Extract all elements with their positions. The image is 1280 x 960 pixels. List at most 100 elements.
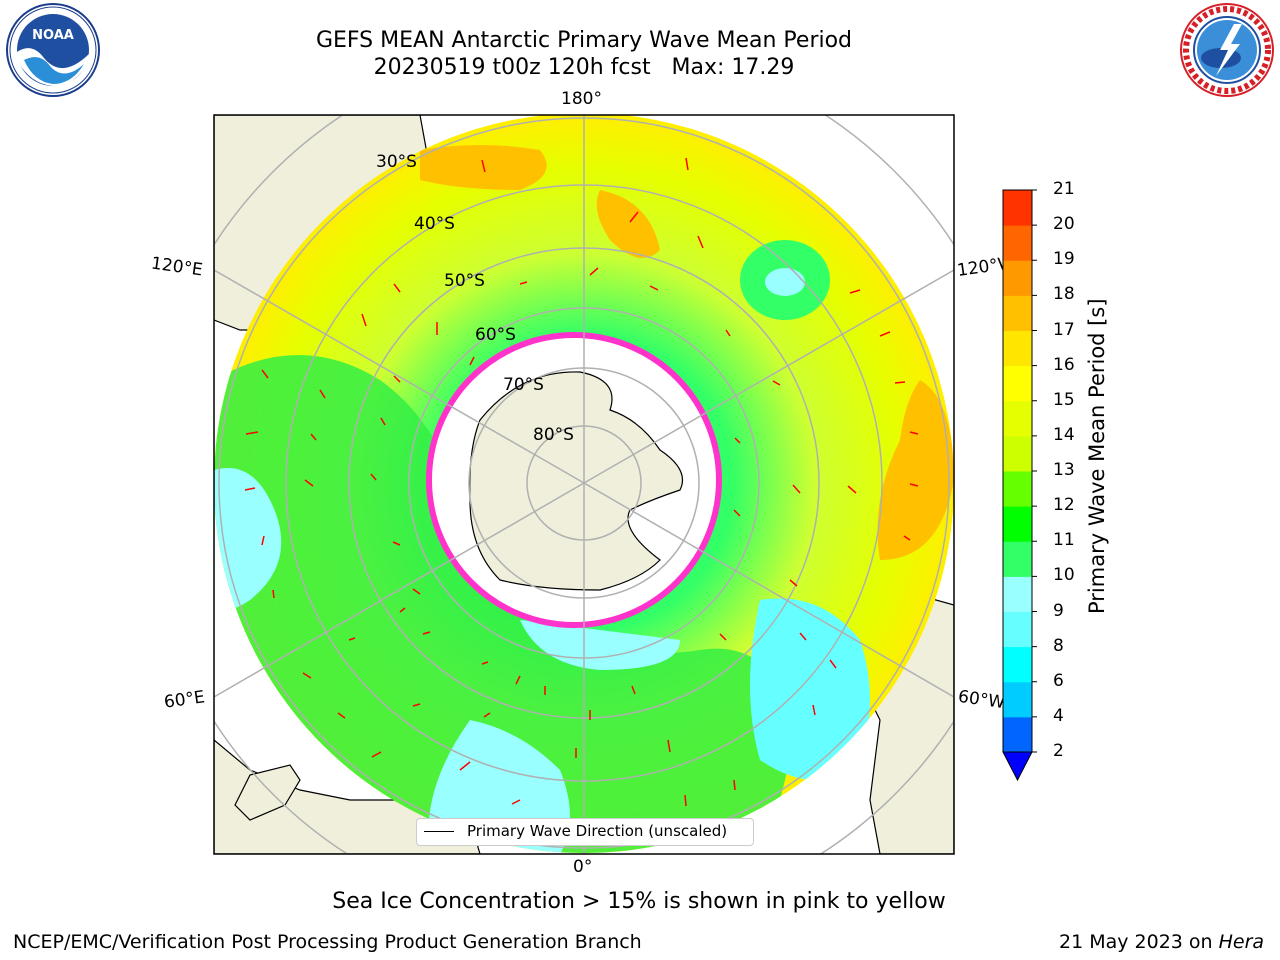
wave-arrow [903, 535, 911, 541]
wave-arrow [483, 712, 491, 718]
colorbar-tick-label: 16 [1053, 354, 1075, 375]
wave-arrow [719, 633, 727, 641]
sea-ice-note: Sea Ice Concentration > 15% is shown in … [332, 889, 946, 914]
wave-arrow [511, 799, 521, 805]
wave-arrow [519, 281, 528, 285]
lat-label-70s: 70°S [503, 375, 544, 395]
colorbar [1002, 189, 1037, 782]
date-label: 21 May 2023 on [1059, 931, 1219, 953]
wave-arrow [348, 637, 356, 641]
cyan-period-patch [765, 268, 805, 296]
wave-arrow [849, 289, 861, 294]
wave-arrow [361, 313, 367, 327]
wave-arrow [244, 487, 256, 491]
wave-arrow [310, 433, 317, 441]
wave-arrow [261, 535, 265, 546]
wave-arrow [629, 211, 639, 223]
wave-arrow [894, 381, 906, 384]
orange-period-patch [877, 380, 954, 560]
wave-arrow [734, 437, 741, 444]
lon-label-180: 180° [561, 89, 602, 109]
credit-text: NCEP/EMC/Verification Post Processing Pr… [13, 931, 642, 953]
wave-arrow [481, 159, 486, 173]
wave-arrow [304, 479, 314, 487]
wave-arrow [667, 739, 671, 753]
colorbar-segment [1003, 471, 1032, 507]
wave-arrow [412, 588, 421, 595]
wave-arrow [812, 704, 816, 716]
colorbar-tick-label: 21 [1053, 179, 1075, 199]
noaa-logo: NOAA [6, 3, 100, 97]
colorbar-tick-label: 13 [1053, 460, 1075, 480]
wave-arrow [393, 375, 401, 383]
colorbar-segment [1003, 506, 1032, 542]
wave-arrow [649, 285, 659, 291]
wave-arrow [772, 380, 781, 386]
wave-arrow [370, 473, 377, 481]
wave-arrow [589, 267, 599, 276]
wave-arrow [725, 329, 731, 337]
colorbar-segment [1003, 190, 1032, 226]
wave-arrow [847, 485, 857, 494]
colorbar-segment [1003, 435, 1032, 472]
wave-arrow [459, 761, 471, 771]
wave-arrow [380, 417, 386, 426]
date-text: 21 May 2023 on Hera [1059, 931, 1264, 953]
wave-arrow [909, 431, 919, 435]
wave-arrow [399, 607, 406, 613]
wave-arrow [261, 369, 269, 379]
wave-arrow [302, 672, 312, 679]
colorbar-title: Primary Wave Mean Period [s] [1085, 298, 1109, 614]
cyan-period-patch [520, 620, 680, 670]
colorbar-extend-arrow [1002, 751, 1033, 782]
legend-line-icon [424, 831, 454, 832]
wave-arrow [879, 331, 891, 337]
nws-logo [1180, 3, 1274, 97]
wave-arrow [515, 675, 521, 685]
colorbar-segment [1003, 365, 1032, 402]
chart-title: GEFS MEAN Antarctic Primary Wave Mean Pe… [315, 28, 853, 53]
colorbar-segment [1003, 330, 1032, 367]
legend-label: Primary Wave Direction (unscaled) [467, 822, 728, 840]
colorbar-tick-label: 15 [1053, 389, 1075, 410]
colorbar-segment [1003, 646, 1032, 683]
colorbar-segment [1003, 260, 1032, 296]
colorbar-segment [1003, 400, 1032, 437]
colorbar-tick-label: 2 [1053, 741, 1064, 761]
lon-label-0: 0° [573, 857, 593, 877]
wave-arrow [337, 712, 346, 719]
colorbar-tick-label: 8 [1053, 635, 1064, 656]
wave-arrow [272, 589, 275, 599]
colorbar-tick-label: 10 [1053, 565, 1075, 586]
wave-arrow [685, 157, 689, 171]
wave-arrow [684, 794, 687, 807]
wave-arrow [319, 389, 326, 399]
wave-arrow [733, 509, 741, 517]
chart-subtitle: 20230519 t00z 120h fcst Max: 17.29 [373, 55, 795, 80]
wave-arrow [371, 751, 382, 758]
antarctica-land [469, 371, 684, 591]
colorbar-tick-label: 14 [1053, 424, 1075, 445]
cyan-period-patch [750, 598, 870, 780]
colorbar-segment [1003, 681, 1032, 718]
wave-arrow [792, 484, 801, 494]
wave-arrow [469, 356, 475, 366]
colorbar-tick-label: 18 [1053, 284, 1075, 305]
wave-arrow [422, 631, 431, 635]
colorbar-segment [1003, 716, 1032, 753]
colorbar-tick-label: 19 [1053, 249, 1075, 270]
wave-arrow [481, 661, 489, 665]
colorbar-tick-label: 11 [1053, 530, 1075, 551]
colorbar-tick-label: 17 [1053, 319, 1075, 340]
svg-text:NOAA: NOAA [32, 28, 74, 43]
wave-direction-arrows [244, 157, 919, 807]
wave-arrow [631, 685, 636, 695]
colorbar-segment [1003, 295, 1032, 331]
colorbar-tick-label: 4 [1053, 705, 1064, 726]
wave-arrow [799, 632, 807, 641]
colorbar-tick-label: 6 [1053, 670, 1064, 691]
wave-arrow [789, 579, 798, 587]
colorbar-segment [1003, 611, 1032, 648]
wave-arrow [733, 779, 736, 791]
